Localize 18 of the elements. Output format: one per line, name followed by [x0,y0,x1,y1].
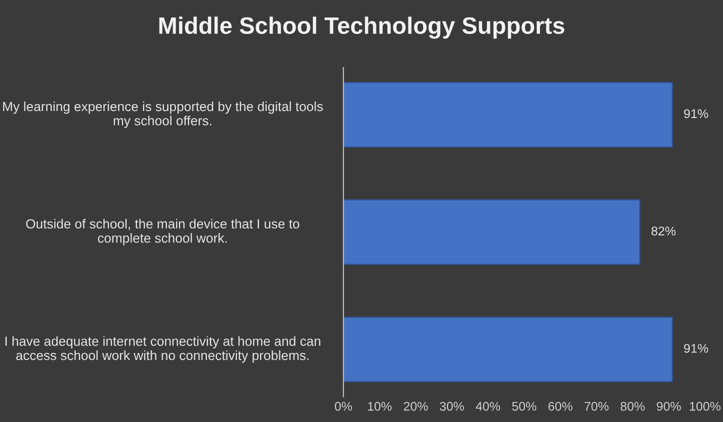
x-tick-label: 50% [512,402,536,411]
x-tick-label: 70% [584,402,609,411]
y-tick-label: Outside of school, the main device that I use to complete school work. [26,218,300,246]
x-tick-label: 10% [368,402,392,411]
x-tick-label: 40% [476,402,500,411]
y-tick-label: My learning experience is supported by the digital tools my school offers. [3,101,323,128]
data-label: 91% [684,109,708,118]
x-tick-label: 30% [440,402,464,411]
data-label: 82% [652,226,676,236]
x-tick-label: 60% [548,402,572,411]
chart-title: Middle School Technology Supports [159,16,564,39]
y-tick-label: I have adequate internet connectivity at home and can access school work with no connectivity problems. [5,336,320,363]
x-tick-label: 90% [656,402,681,411]
x-tick-label: 20% [404,402,428,411]
x-tick-label: 0% [334,402,352,411]
x-tick-label: 80% [620,402,645,411]
x-tick-label: 100% [690,402,720,411]
data-label: 91% [684,344,708,353]
